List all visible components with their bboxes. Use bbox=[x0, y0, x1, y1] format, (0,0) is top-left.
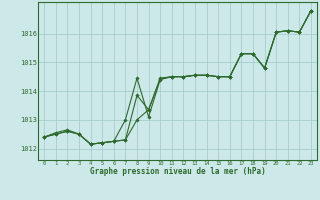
X-axis label: Graphe pression niveau de la mer (hPa): Graphe pression niveau de la mer (hPa) bbox=[90, 168, 266, 177]
